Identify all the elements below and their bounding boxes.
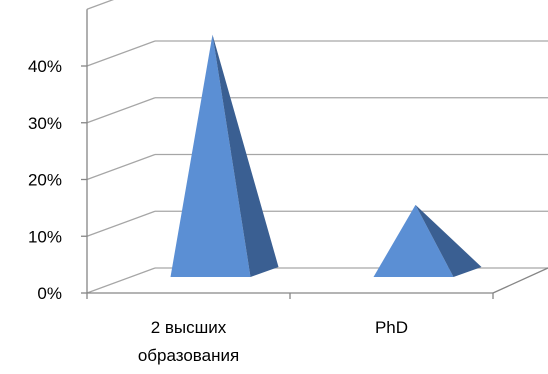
gridline-diagonal (86, 0, 115, 10)
gridline-diagonal (86, 153, 156, 181)
category-label: образования (138, 346, 239, 365)
gridline-diagonal (86, 97, 156, 124)
gridline-diagonal (86, 267, 156, 294)
gridline-diagonal (86, 40, 156, 67)
pyramid-side-face (415, 204, 482, 277)
y-tick-label: 10% (28, 227, 62, 246)
category-label: 2 высших (151, 318, 227, 337)
gridline-diagonal (86, 210, 156, 237)
pyramid-bar (373, 204, 482, 277)
grid-lines (86, 0, 548, 294)
pyramid-bar (170, 34, 279, 278)
y-tick-labels: 0% 10% 20% 30% 40% (28, 57, 62, 303)
category-label: PhD (375, 318, 408, 337)
floor-edge (492, 267, 548, 294)
y-tick-label: 40% (28, 57, 62, 76)
pyramids (170, 34, 482, 278)
pyramid-side-face (212, 34, 279, 278)
axes (81, 9, 548, 299)
pyramid-front-face (170, 34, 251, 278)
pyramid-front-face (373, 204, 454, 277)
y-tick-label: 30% (28, 114, 62, 133)
category-labels: 2 высших образования PhD (138, 318, 408, 365)
y-tick-label: 20% (28, 171, 62, 190)
y-tick-label: 0% (37, 284, 62, 303)
